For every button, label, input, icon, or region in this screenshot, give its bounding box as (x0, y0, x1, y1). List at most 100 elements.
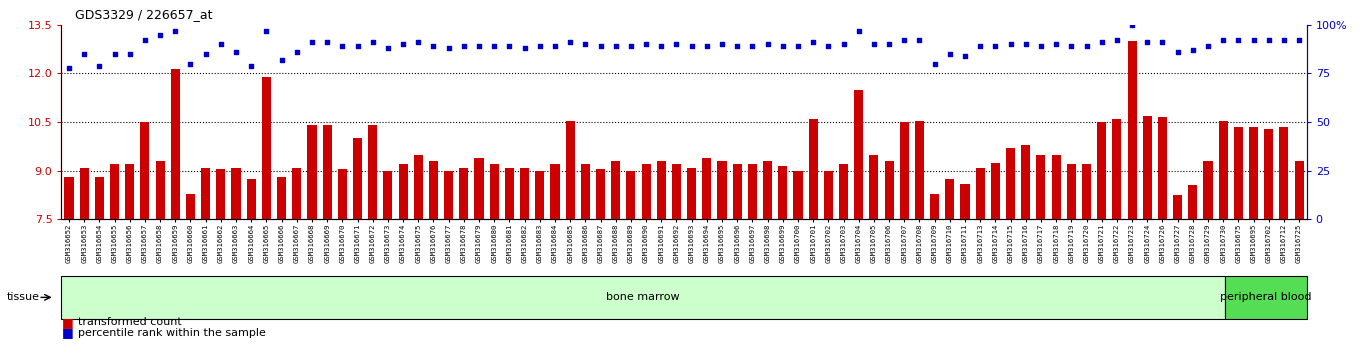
Bar (201, 167, 210, 219)
Bar (854, 90, 863, 219)
Point (726, 44, 747, 49)
Text: bone marrow: bone marrow (606, 292, 679, 302)
Point (696, 44, 717, 49)
Bar (353, 138, 361, 219)
Bar (762, 161, 772, 219)
Point (636, 41, 657, 47)
Bar (1143, 116, 1151, 219)
Bar (1082, 164, 1091, 219)
Point (195, 51, 217, 57)
Point (1091, 40, 1113, 45)
Bar (1173, 195, 1183, 219)
Bar (960, 184, 970, 219)
Bar (869, 155, 878, 219)
Point (938, 51, 960, 57)
Point (1166, 49, 1188, 55)
Point (210, 41, 232, 47)
Point (1060, 44, 1082, 49)
Point (423, 44, 445, 49)
Point (301, 40, 323, 45)
Bar (551, 164, 559, 219)
Point (1045, 41, 1067, 47)
Point (361, 40, 383, 45)
Bar (217, 169, 225, 219)
Bar (460, 167, 468, 219)
Bar (535, 171, 544, 219)
Bar (930, 194, 940, 219)
Bar (125, 164, 134, 219)
Point (498, 44, 520, 49)
Bar (581, 164, 589, 219)
Text: GDS3329 / 226657_at: GDS3329 / 226657_at (75, 8, 213, 21)
Point (985, 44, 1007, 49)
Bar (1097, 122, 1106, 219)
Point (559, 40, 581, 45)
Point (270, 57, 292, 63)
Point (953, 53, 975, 59)
Bar (155, 161, 165, 219)
Point (1015, 41, 1037, 47)
Point (438, 45, 460, 51)
Bar (1158, 117, 1168, 219)
Bar (292, 167, 301, 219)
Bar (505, 167, 514, 219)
Bar (1218, 120, 1228, 219)
Bar (490, 164, 499, 219)
Point (1181, 47, 1203, 53)
Bar (1188, 185, 1198, 219)
Bar (110, 164, 119, 219)
Point (1258, 38, 1279, 43)
Point (240, 63, 262, 68)
Point (574, 41, 596, 47)
Point (1151, 40, 1173, 45)
Point (544, 44, 566, 49)
Point (316, 40, 338, 45)
Bar (672, 164, 681, 219)
Point (468, 44, 490, 49)
Bar (140, 122, 150, 219)
Point (134, 38, 155, 43)
Bar (277, 177, 286, 219)
Point (1288, 38, 1309, 43)
Point (589, 44, 611, 49)
Bar (428, 161, 438, 219)
Point (1243, 38, 1264, 43)
Bar (232, 167, 240, 219)
Point (1136, 40, 1158, 45)
Bar (186, 194, 195, 219)
Bar (1112, 119, 1121, 219)
Bar (398, 164, 408, 219)
Bar (884, 161, 893, 219)
Point (878, 41, 900, 47)
Point (1106, 38, 1128, 43)
Text: tissue: tissue (7, 292, 40, 302)
Point (74, 51, 95, 57)
Text: percentile rank within the sample: percentile rank within the sample (78, 328, 266, 338)
Point (832, 41, 854, 47)
Point (149, 32, 170, 37)
Bar (1203, 161, 1213, 219)
Bar (1128, 41, 1136, 219)
Bar (1022, 145, 1030, 219)
Bar (1234, 127, 1243, 219)
Point (346, 44, 368, 49)
Bar (1225, 276, 1307, 319)
Bar (79, 167, 89, 219)
Point (711, 41, 732, 47)
Point (817, 44, 839, 49)
Point (1213, 38, 1234, 43)
Point (787, 44, 809, 49)
Bar (1067, 164, 1076, 219)
Bar (262, 77, 271, 219)
Bar (900, 122, 908, 219)
Bar (247, 179, 256, 219)
Text: ■: ■ (61, 316, 74, 329)
Bar (779, 166, 787, 219)
Bar (1037, 155, 1045, 219)
Point (331, 44, 353, 49)
Bar (307, 125, 316, 219)
Point (483, 44, 505, 49)
Bar (809, 119, 817, 219)
Bar (445, 171, 453, 219)
Point (893, 38, 915, 43)
